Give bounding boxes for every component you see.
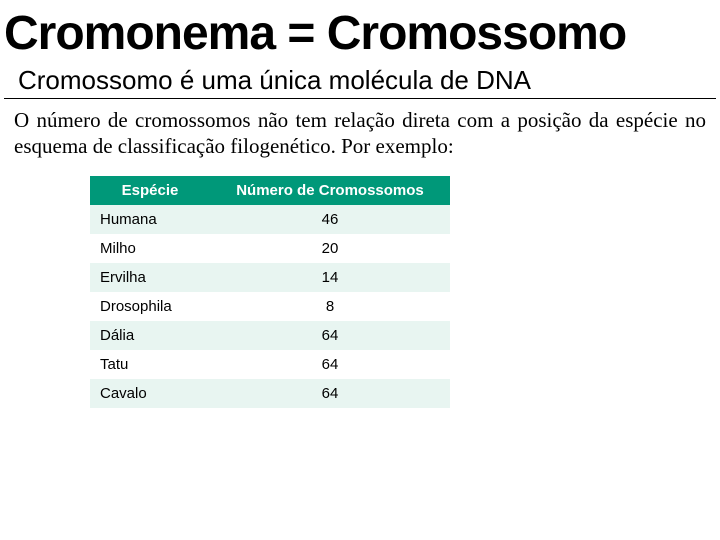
table-row: Tatu 64 [90,350,450,379]
table-container: Espécie Número de Cromossomos Humana 46 … [0,170,720,408]
cell-count: 14 [210,263,450,292]
cell-species: Cavalo [90,379,210,408]
chromosome-table: Espécie Número de Cromossomos Humana 46 … [90,176,450,408]
cell-species: Drosophila [90,292,210,321]
table-row: Cavalo 64 [90,379,450,408]
page-subtitle: Cromossomo é uma única molécula de DNA [4,61,716,99]
cell-count: 64 [210,321,450,350]
col-header-count: Número de Cromossomos [210,176,450,205]
table-row: Dália 64 [90,321,450,350]
intro-paragraph: O número de cromossomos não tem relação … [0,99,720,170]
cell-count: 64 [210,379,450,408]
table-row: Milho 20 [90,234,450,263]
cell-count: 20 [210,234,450,263]
cell-count: 8 [210,292,450,321]
cell-count: 46 [210,205,450,234]
cell-species: Ervilha [90,263,210,292]
table-row: Drosophila 8 [90,292,450,321]
cell-species: Tatu [90,350,210,379]
table-row: Ervilha 14 [90,263,450,292]
col-header-species: Espécie [90,176,210,205]
cell-species: Milho [90,234,210,263]
page-title: Cromonema = Cromossomo [0,0,720,61]
cell-count: 64 [210,350,450,379]
cell-species: Dália [90,321,210,350]
table-row: Humana 46 [90,205,450,234]
cell-species: Humana [90,205,210,234]
table-header-row: Espécie Número de Cromossomos [90,176,450,205]
